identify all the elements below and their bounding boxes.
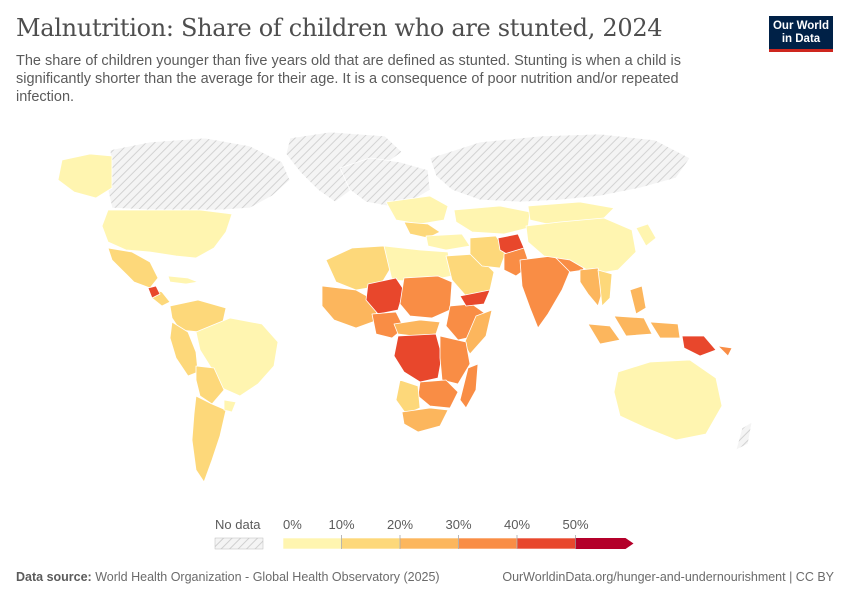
guatemala[interactable] — [147, 285, 161, 299]
uruguay[interactable] — [223, 399, 237, 413]
canada-no-data[interactable] — [107, 137, 291, 211]
namibia-botswana[interactable] — [395, 379, 421, 415]
logo-line-1: Our World — [772, 20, 829, 32]
legend-tick-label: 10% — [328, 517, 354, 532]
indonesia-central[interactable] — [613, 315, 653, 337]
morocco-algeria[interactable] — [325, 245, 393, 291]
india[interactable] — [519, 255, 573, 329]
korea-japan[interactable] — [635, 223, 657, 247]
russia-no-data[interactable] — [429, 133, 691, 203]
legend-bin-1[interactable] — [341, 537, 401, 550]
logo-line-2: in Data — [781, 33, 821, 45]
mexico[interactable] — [107, 247, 159, 289]
data-source-text[interactable]: World Health Organization - Global Healt… — [95, 570, 440, 584]
legend-tick-label: 30% — [445, 517, 471, 532]
papua-new-guinea[interactable] — [681, 335, 717, 357]
vietnam-laos[interactable] — [597, 269, 613, 307]
eastern-europe[interactable] — [385, 195, 449, 225]
niger[interactable] — [365, 277, 405, 315]
chad-sudan[interactable] — [399, 275, 453, 319]
owid-logo[interactable]: Our World in Data — [769, 16, 833, 52]
united-states[interactable] — [101, 209, 233, 259]
turkey[interactable] — [425, 233, 471, 251]
europe-no-data[interactable] — [339, 157, 431, 207]
data-source: Data source: World Health Organization -… — [16, 570, 440, 584]
data-source-label: Data source: — [16, 570, 92, 584]
peru-ecuador[interactable] — [169, 321, 199, 377]
argentina-chile[interactable] — [191, 395, 227, 483]
solomon-islands[interactable] — [717, 345, 733, 357]
somalia[interactable] — [463, 309, 493, 355]
indonesia-east[interactable] — [649, 321, 681, 339]
dr-congo-angola[interactable] — [393, 333, 443, 383]
iran[interactable] — [469, 235, 507, 269]
philippines[interactable] — [629, 285, 647, 315]
color-legend: No data 0% 10% 20% 30% 40% 50% — [214, 517, 634, 550]
central-asia[interactable] — [453, 205, 531, 235]
legend-bin-4[interactable] — [516, 537, 576, 550]
legend-no-data-swatch[interactable] — [214, 537, 264, 550]
new-zealand[interactable] — [735, 421, 753, 451]
legend-tick-label: 20% — [387, 517, 413, 532]
chart-title: Malnutrition: Share of children who are … — [16, 14, 663, 42]
caribbean[interactable] — [167, 275, 199, 285]
east-africa[interactable] — [439, 335, 471, 385]
legend-tick-label: 40% — [504, 517, 530, 532]
legend-bin-arrow[interactable] — [575, 538, 634, 549]
indonesia-west[interactable] — [587, 323, 621, 345]
chart-subtitle: The share of children younger than five … — [16, 53, 681, 105]
balkans[interactable] — [403, 221, 441, 239]
china[interactable] — [525, 217, 637, 275]
legend-bin-3[interactable] — [458, 537, 518, 550]
myanmar-thailand[interactable] — [579, 267, 605, 307]
yemen[interactable] — [459, 289, 491, 307]
legend-tick-label: 0% — [283, 517, 302, 532]
legend-no-data-label: No data — [215, 517, 261, 532]
world-map[interactable] — [0, 110, 850, 505]
footer-url[interactable]: OurWorldinData.org/hunger-and-undernouri… — [502, 570, 834, 584]
alaska[interactable] — [57, 153, 113, 199]
zambia-mozambique[interactable] — [417, 379, 459, 409]
west-africa[interactable] — [321, 285, 379, 329]
australia[interactable] — [613, 359, 723, 441]
legend-bin-0[interactable] — [282, 537, 342, 550]
legend-bin-2[interactable] — [399, 537, 459, 550]
south-africa[interactable] — [401, 407, 449, 433]
legend-tick-label: 50% — [562, 517, 588, 532]
libya-egypt[interactable] — [383, 245, 453, 283]
madagascar[interactable] — [459, 363, 479, 409]
